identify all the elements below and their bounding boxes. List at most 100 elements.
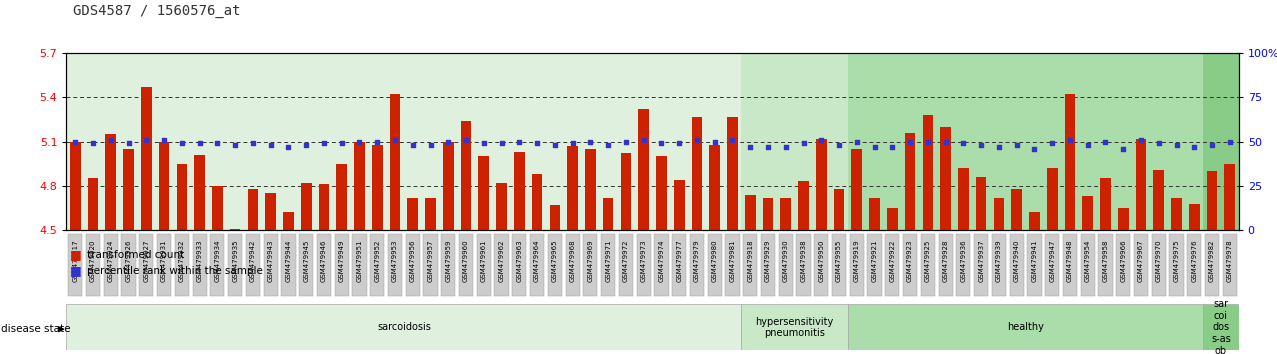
Point [971, 142, 991, 148]
Point [474, 141, 494, 146]
Text: GSM479935: GSM479935 [232, 240, 238, 282]
Point [1184, 144, 1204, 150]
Text: GSM479923: GSM479923 [907, 240, 913, 282]
Bar [1083, 196, 1093, 230]
Bar [548, 234, 562, 296]
Text: GSM479918: GSM479918 [747, 240, 753, 282]
Bar [1027, 234, 1042, 296]
Bar [68, 234, 83, 296]
Text: GSM479946: GSM479946 [321, 240, 327, 282]
Point [492, 141, 512, 146]
Bar [976, 177, 986, 230]
Point [580, 139, 600, 144]
Point [723, 137, 743, 143]
Bar [761, 234, 775, 296]
Point [1006, 142, 1027, 148]
Bar [531, 174, 543, 230]
Bar [956, 234, 971, 296]
Text: GSM479929: GSM479929 [765, 240, 771, 282]
Text: GSM479965: GSM479965 [552, 240, 558, 282]
Text: GSM479936: GSM479936 [960, 240, 967, 282]
Text: GSM479950: GSM479950 [819, 240, 824, 282]
Text: GSM479956: GSM479956 [410, 240, 416, 282]
Bar [1225, 164, 1235, 230]
Text: GSM479930: GSM479930 [783, 240, 789, 282]
Bar [66, 53, 742, 230]
Bar [636, 234, 651, 296]
Point [1131, 137, 1152, 143]
Bar [175, 234, 189, 296]
Text: GSM479975: GSM479975 [1174, 240, 1180, 282]
Text: ■: ■ [70, 264, 82, 277]
Bar [672, 234, 686, 296]
Text: transformed count: transformed count [87, 250, 184, 260]
Text: GSM479933: GSM479933 [197, 240, 203, 282]
Point [314, 141, 335, 146]
Bar [352, 234, 366, 296]
Bar [780, 198, 790, 230]
Point [598, 142, 618, 148]
Bar [1010, 234, 1024, 296]
Point [83, 141, 103, 146]
Text: GSM479941: GSM479941 [1032, 240, 1037, 282]
Bar [1188, 234, 1202, 296]
Text: GSM479971: GSM479971 [605, 240, 612, 282]
Bar [1116, 234, 1130, 296]
Bar [336, 164, 347, 230]
Point [633, 137, 654, 143]
Bar [621, 153, 631, 230]
Bar [1207, 171, 1217, 230]
Text: sar
coi
dos
s-as
ob: sar coi dos s-as ob [1211, 299, 1231, 354]
Point [687, 137, 707, 143]
Bar [406, 234, 420, 296]
Bar [103, 234, 117, 296]
Bar [831, 234, 847, 296]
Text: GSM479928: GSM479928 [942, 240, 949, 282]
Bar [441, 234, 456, 296]
Bar [692, 116, 702, 230]
Bar [515, 152, 525, 230]
Bar [317, 234, 331, 296]
Bar [443, 142, 453, 230]
Text: GSM479966: GSM479966 [1120, 240, 1126, 282]
Point [1060, 137, 1080, 143]
Point [261, 142, 281, 148]
Bar [124, 149, 134, 230]
Bar [816, 139, 826, 230]
Bar [797, 234, 811, 296]
Bar [1203, 304, 1239, 350]
Bar [958, 168, 969, 230]
Point [847, 139, 867, 144]
Bar [619, 234, 633, 296]
Bar [425, 198, 435, 230]
Point [527, 141, 548, 146]
Point [1024, 146, 1045, 152]
Bar [940, 127, 951, 230]
Bar [549, 205, 561, 230]
Text: GSM479943: GSM479943 [268, 240, 273, 282]
Bar [939, 234, 953, 296]
Bar [1152, 234, 1166, 296]
Text: GSM479925: GSM479925 [925, 240, 931, 282]
Text: GSM479974: GSM479974 [659, 240, 664, 282]
Bar [762, 198, 774, 230]
Bar [779, 234, 793, 296]
Text: hypersensitivity
pneumonitis: hypersensitivity pneumonitis [756, 316, 834, 338]
Bar [1205, 234, 1220, 296]
Point [366, 139, 387, 144]
Bar [1062, 234, 1077, 296]
Bar [476, 234, 490, 296]
Bar [1153, 170, 1165, 230]
Point [1042, 141, 1062, 146]
Bar [158, 142, 170, 230]
Text: GSM479980: GSM479980 [711, 240, 718, 282]
Point [278, 144, 299, 150]
Text: GSM479940: GSM479940 [1014, 240, 1019, 282]
Bar [70, 142, 80, 230]
Bar [742, 53, 848, 230]
Bar [1203, 53, 1239, 230]
Point [1166, 142, 1186, 148]
Text: GSM479979: GSM479979 [693, 240, 700, 282]
Text: GSM479977: GSM479977 [677, 240, 682, 282]
Text: GSM479972: GSM479972 [623, 240, 628, 282]
